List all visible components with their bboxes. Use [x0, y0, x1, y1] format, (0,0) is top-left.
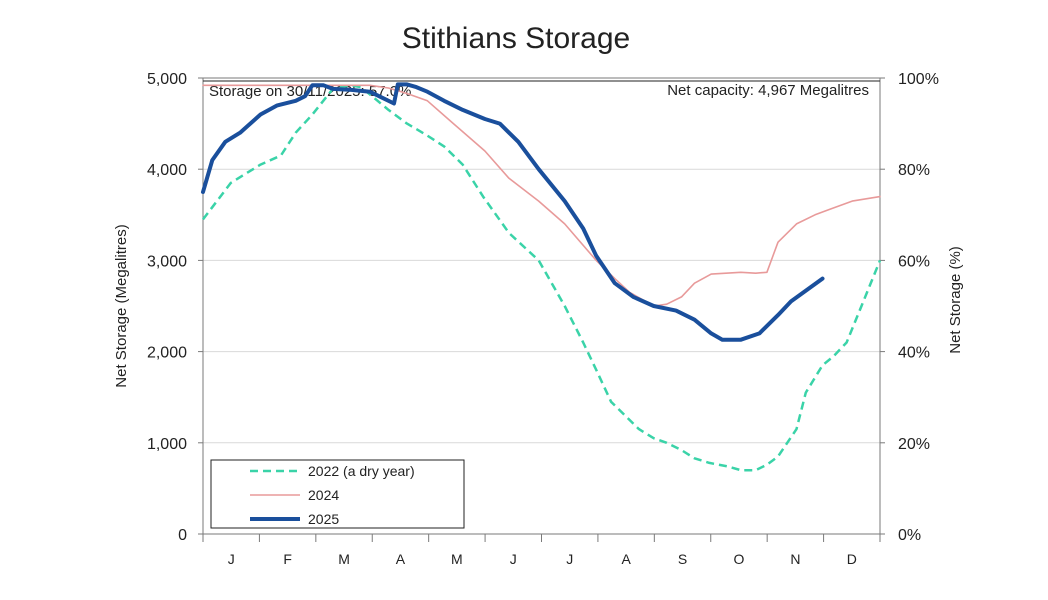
legend-label: 2025 — [308, 511, 339, 527]
y-axis: 0 1,000 2,000 3,000 4,000 5,000 — [147, 71, 203, 544]
gridlines — [203, 77, 880, 444]
header-capacity-text: Net capacity: 4,967 Megalitres — [667, 82, 869, 99]
legend-label: 2024 — [308, 487, 339, 503]
y-tick-label: 2,000 — [147, 345, 187, 362]
x-tick-label: D — [847, 551, 857, 567]
y-tick-label: 3,000 — [147, 253, 187, 270]
x-tick-label: J — [228, 551, 235, 567]
chart-title: Stithians Storage — [402, 22, 630, 55]
legend-label: 2022 (a dry year) — [308, 463, 415, 479]
y2-tick-label: 60% — [898, 253, 930, 270]
legend: 2022 (a dry year) 2024 2025 — [210, 459, 465, 529]
x-tick-label: A — [396, 551, 406, 567]
x-tick-label: J — [566, 551, 573, 567]
series-line-2024 — [202, 84, 881, 307]
x-tick-label: S — [678, 551, 687, 567]
series-line-2025 — [201, 82, 825, 342]
x-tick-label: N — [790, 551, 800, 567]
y2-axis: 0% 20% 40% 60% 80% 100% — [880, 71, 939, 544]
x-tick-label: J — [510, 551, 517, 567]
x-tick-label: M — [338, 551, 350, 567]
y2-tick-label: 80% — [898, 162, 930, 179]
y2-tick-label: 100% — [898, 71, 939, 88]
legend-box — [210, 459, 465, 529]
series-line-2022 — [202, 84, 882, 472]
y-tick-label: 5,000 — [147, 71, 187, 88]
y2-tick-label: 20% — [898, 436, 930, 453]
y-axis-title: Net Storage (Megalitres) — [113, 224, 130, 387]
y-tick-label: 0 — [178, 527, 187, 544]
y2-tick-label: 0% — [898, 527, 921, 544]
series-layer — [201, 82, 882, 472]
x-tick-label: F — [283, 551, 292, 567]
x-tick-label: M — [451, 551, 463, 567]
y2-axis-title: Net Storage (%) — [947, 246, 964, 354]
x-tick-label: A — [621, 551, 631, 567]
y2-tick-label: 40% — [898, 345, 930, 362]
y-tick-label: 4,000 — [147, 162, 187, 179]
y-tick-label: 1,000 — [147, 436, 187, 453]
x-tick-label: O — [734, 551, 745, 567]
